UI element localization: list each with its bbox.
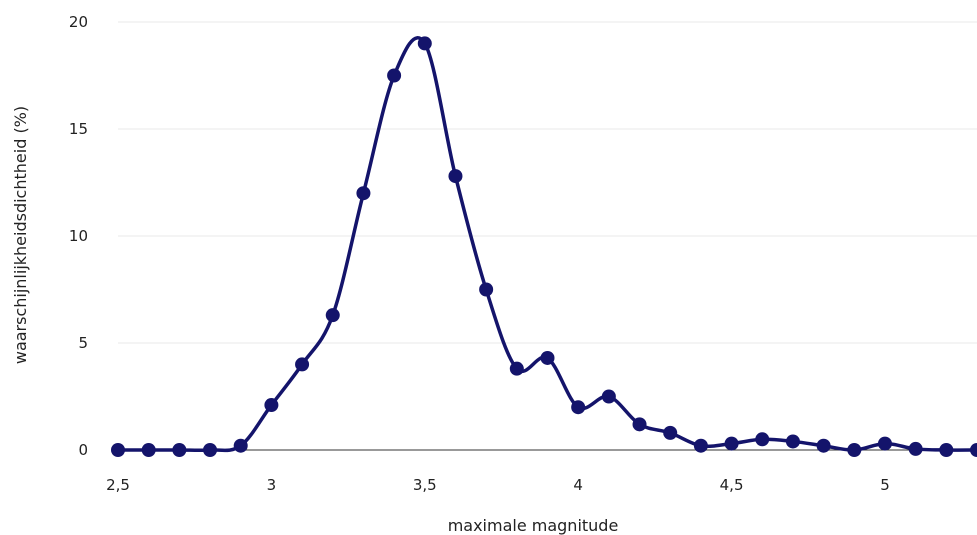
- y-tick-label: 20: [69, 13, 88, 31]
- data-point[interactable]: [908, 441, 923, 456]
- data-point[interactable]: [663, 425, 678, 440]
- x-axis-ticks: 2,5 3 3,5 4 4,5 5: [106, 476, 890, 494]
- y-axis-title: waarschijnlijkheidsdichtheid (%): [11, 106, 30, 364]
- x-tick-label: 3: [267, 476, 277, 494]
- data-point[interactable]: [141, 443, 156, 457]
- data-point[interactable]: [448, 169, 463, 184]
- data-point[interactable]: [785, 434, 800, 449]
- data-point[interactable]: [970, 443, 977, 457]
- x-tick-label: 5: [880, 476, 890, 494]
- x-tick-label: 2,5: [106, 476, 130, 494]
- data-point[interactable]: [571, 400, 586, 415]
- data-point[interactable]: [264, 398, 279, 413]
- series-line: [116, 36, 977, 453]
- y-tick-label: 0: [78, 441, 88, 459]
- y-axis-ticks: 0 5 10 15 20: [69, 13, 88, 459]
- data-point[interactable]: [295, 357, 310, 372]
- data-point[interactable]: [509, 361, 524, 376]
- data-point[interactable]: [877, 436, 892, 451]
- data-point[interactable]: [939, 443, 954, 457]
- data-point[interactable]: [632, 417, 647, 432]
- y-tick-label: 5: [78, 334, 88, 352]
- y-tick-label: 15: [69, 120, 88, 138]
- data-point[interactable]: [111, 443, 125, 457]
- data-point[interactable]: [540, 350, 555, 365]
- gridlines: [118, 21, 977, 344]
- data-point[interactable]: [693, 438, 708, 453]
- data-point[interactable]: [356, 186, 371, 201]
- data-point[interactable]: [847, 443, 862, 457]
- x-tick-label: 4: [573, 476, 583, 494]
- data-point[interactable]: [479, 282, 494, 297]
- data-point[interactable]: [233, 438, 248, 453]
- data-point[interactable]: [755, 432, 770, 447]
- data-point[interactable]: [203, 443, 218, 457]
- x-axis-title: maximale magnitude: [448, 516, 619, 535]
- data-point[interactable]: [325, 308, 340, 323]
- data-point[interactable]: [816, 438, 831, 453]
- data-point[interactable]: [387, 68, 402, 83]
- data-point[interactable]: [417, 36, 432, 51]
- data-point[interactable]: [724, 436, 739, 451]
- x-tick-label: 4,5: [720, 476, 744, 494]
- series-layer: [116, 36, 977, 453]
- x-tick-label: 3,5: [413, 476, 437, 494]
- y-tick-label: 10: [69, 227, 88, 245]
- data-point[interactable]: [601, 389, 616, 404]
- data-point[interactable]: [172, 443, 187, 457]
- data-points: [111, 36, 977, 457]
